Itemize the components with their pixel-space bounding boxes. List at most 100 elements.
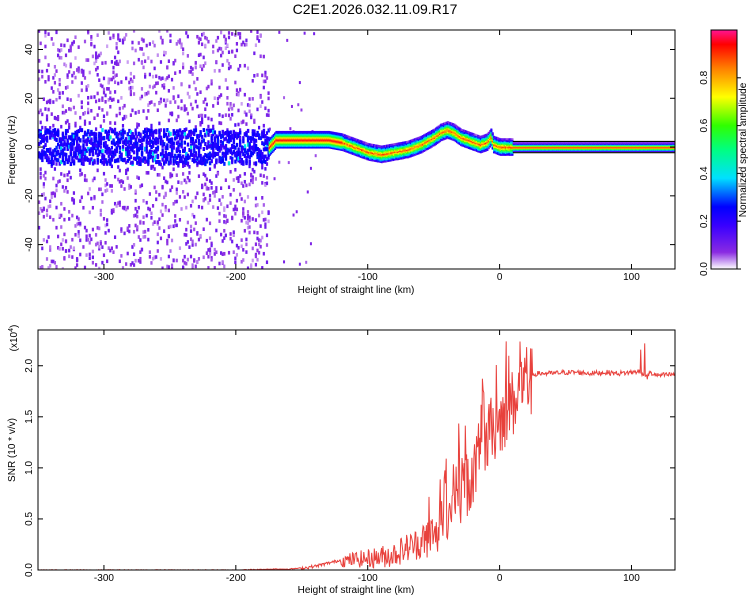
heat-cell (210, 135, 213, 140)
heat-cell (102, 156, 106, 161)
heat-cell (254, 161, 258, 166)
heat-cell (148, 72, 151, 77)
heat-cell (90, 35, 93, 39)
heat-cell (231, 133, 234, 138)
heat-cell (155, 160, 158, 165)
heat-cell (226, 58, 229, 63)
heat-cell (363, 141, 366, 144)
heat-cell (313, 130, 316, 133)
heat-cell (259, 104, 262, 109)
heat-cell (254, 138, 258, 143)
heat-cell (216, 35, 220, 40)
heat-cell (170, 263, 174, 268)
heat-cell (88, 139, 92, 144)
heat-cell (121, 140, 125, 145)
heat-cell (180, 207, 183, 211)
heat-cell (175, 147, 179, 152)
heat-cell (106, 188, 109, 192)
heat-cell (156, 139, 160, 144)
heat-cell (172, 201, 175, 206)
heat-cell (88, 240, 91, 245)
heat-cell (221, 252, 224, 257)
heat-cell (82, 139, 85, 143)
heat-cell (174, 159, 177, 164)
heat-cell (264, 159, 267, 164)
heat-cell (246, 154, 250, 159)
heat-cell (85, 178, 88, 183)
heat-cell (218, 261, 221, 266)
heat-cell (98, 246, 101, 251)
heat-cell (98, 138, 101, 143)
heat-cell (104, 145, 107, 150)
heat-cell (251, 132, 255, 137)
heat-cell (55, 30, 58, 35)
heat-cell (177, 130, 180, 135)
heat-cell (164, 179, 167, 184)
heat-cell (196, 104, 199, 109)
heat-cell (290, 104, 293, 108)
heat-cell (91, 249, 95, 254)
heat-cell (88, 121, 91, 125)
heat-cell (205, 154, 209, 159)
heat-cell (183, 232, 186, 237)
heat-cell (112, 129, 115, 134)
heat-cell (93, 195, 96, 199)
heat-cell (156, 240, 159, 245)
heat-cell (77, 217, 80, 221)
heat-cell (240, 145, 243, 150)
heat-cell (188, 178, 191, 183)
heat-cell (191, 106, 194, 111)
heat-cell (134, 128, 137, 133)
heat-cell (94, 132, 98, 137)
heat-cell (238, 32, 242, 36)
heat-cell (153, 255, 156, 259)
heat-cell (202, 198, 205, 203)
heat-cell (218, 145, 221, 150)
heat-cell (115, 73, 118, 77)
heat-cell (183, 195, 186, 199)
heat-cell (169, 152, 172, 157)
heat-cell (156, 108, 159, 113)
heat-cell (248, 109, 251, 114)
heat-cell (207, 248, 210, 252)
heat-cell (193, 143, 196, 148)
heat-cell (96, 65, 99, 70)
heat-cell (167, 139, 171, 144)
heat-cell (274, 132, 277, 135)
heat-cell (262, 134, 266, 139)
heat-cell (83, 155, 87, 160)
heat-cell (299, 130, 302, 133)
heat-cell (121, 180, 125, 184)
heat-cell (231, 215, 234, 220)
heat-cell (186, 220, 189, 225)
heat-cell (58, 144, 61, 149)
heat-cell (134, 137, 137, 142)
heat-cell (45, 117, 49, 122)
heat-cell (259, 173, 262, 178)
heat-cell (261, 155, 264, 160)
heat-cell (115, 204, 118, 208)
heat-cell (303, 130, 306, 133)
heat-cell (147, 158, 150, 163)
heat-cell (202, 128, 205, 133)
heat-cell (237, 122, 240, 127)
heat-cell (204, 61, 207, 66)
heat-cell (123, 103, 126, 108)
heat-cell (79, 238, 82, 243)
heat-cell (53, 115, 57, 120)
heat-cell (41, 125, 44, 130)
heat-cell (75, 263, 79, 267)
heat-cell (107, 154, 110, 158)
heat-cell (264, 222, 267, 227)
heat-cell (208, 128, 212, 133)
heat-cell (88, 256, 91, 261)
heat-cell (205, 86, 208, 91)
heat-cell (94, 263, 98, 267)
heat-cell (300, 108, 303, 112)
heat-cell (232, 178, 235, 182)
heat-cell (248, 182, 251, 187)
heat-cell (137, 109, 140, 114)
heat-cell (128, 136, 131, 141)
heat-cell (101, 260, 104, 265)
heat-cell (136, 125, 139, 129)
